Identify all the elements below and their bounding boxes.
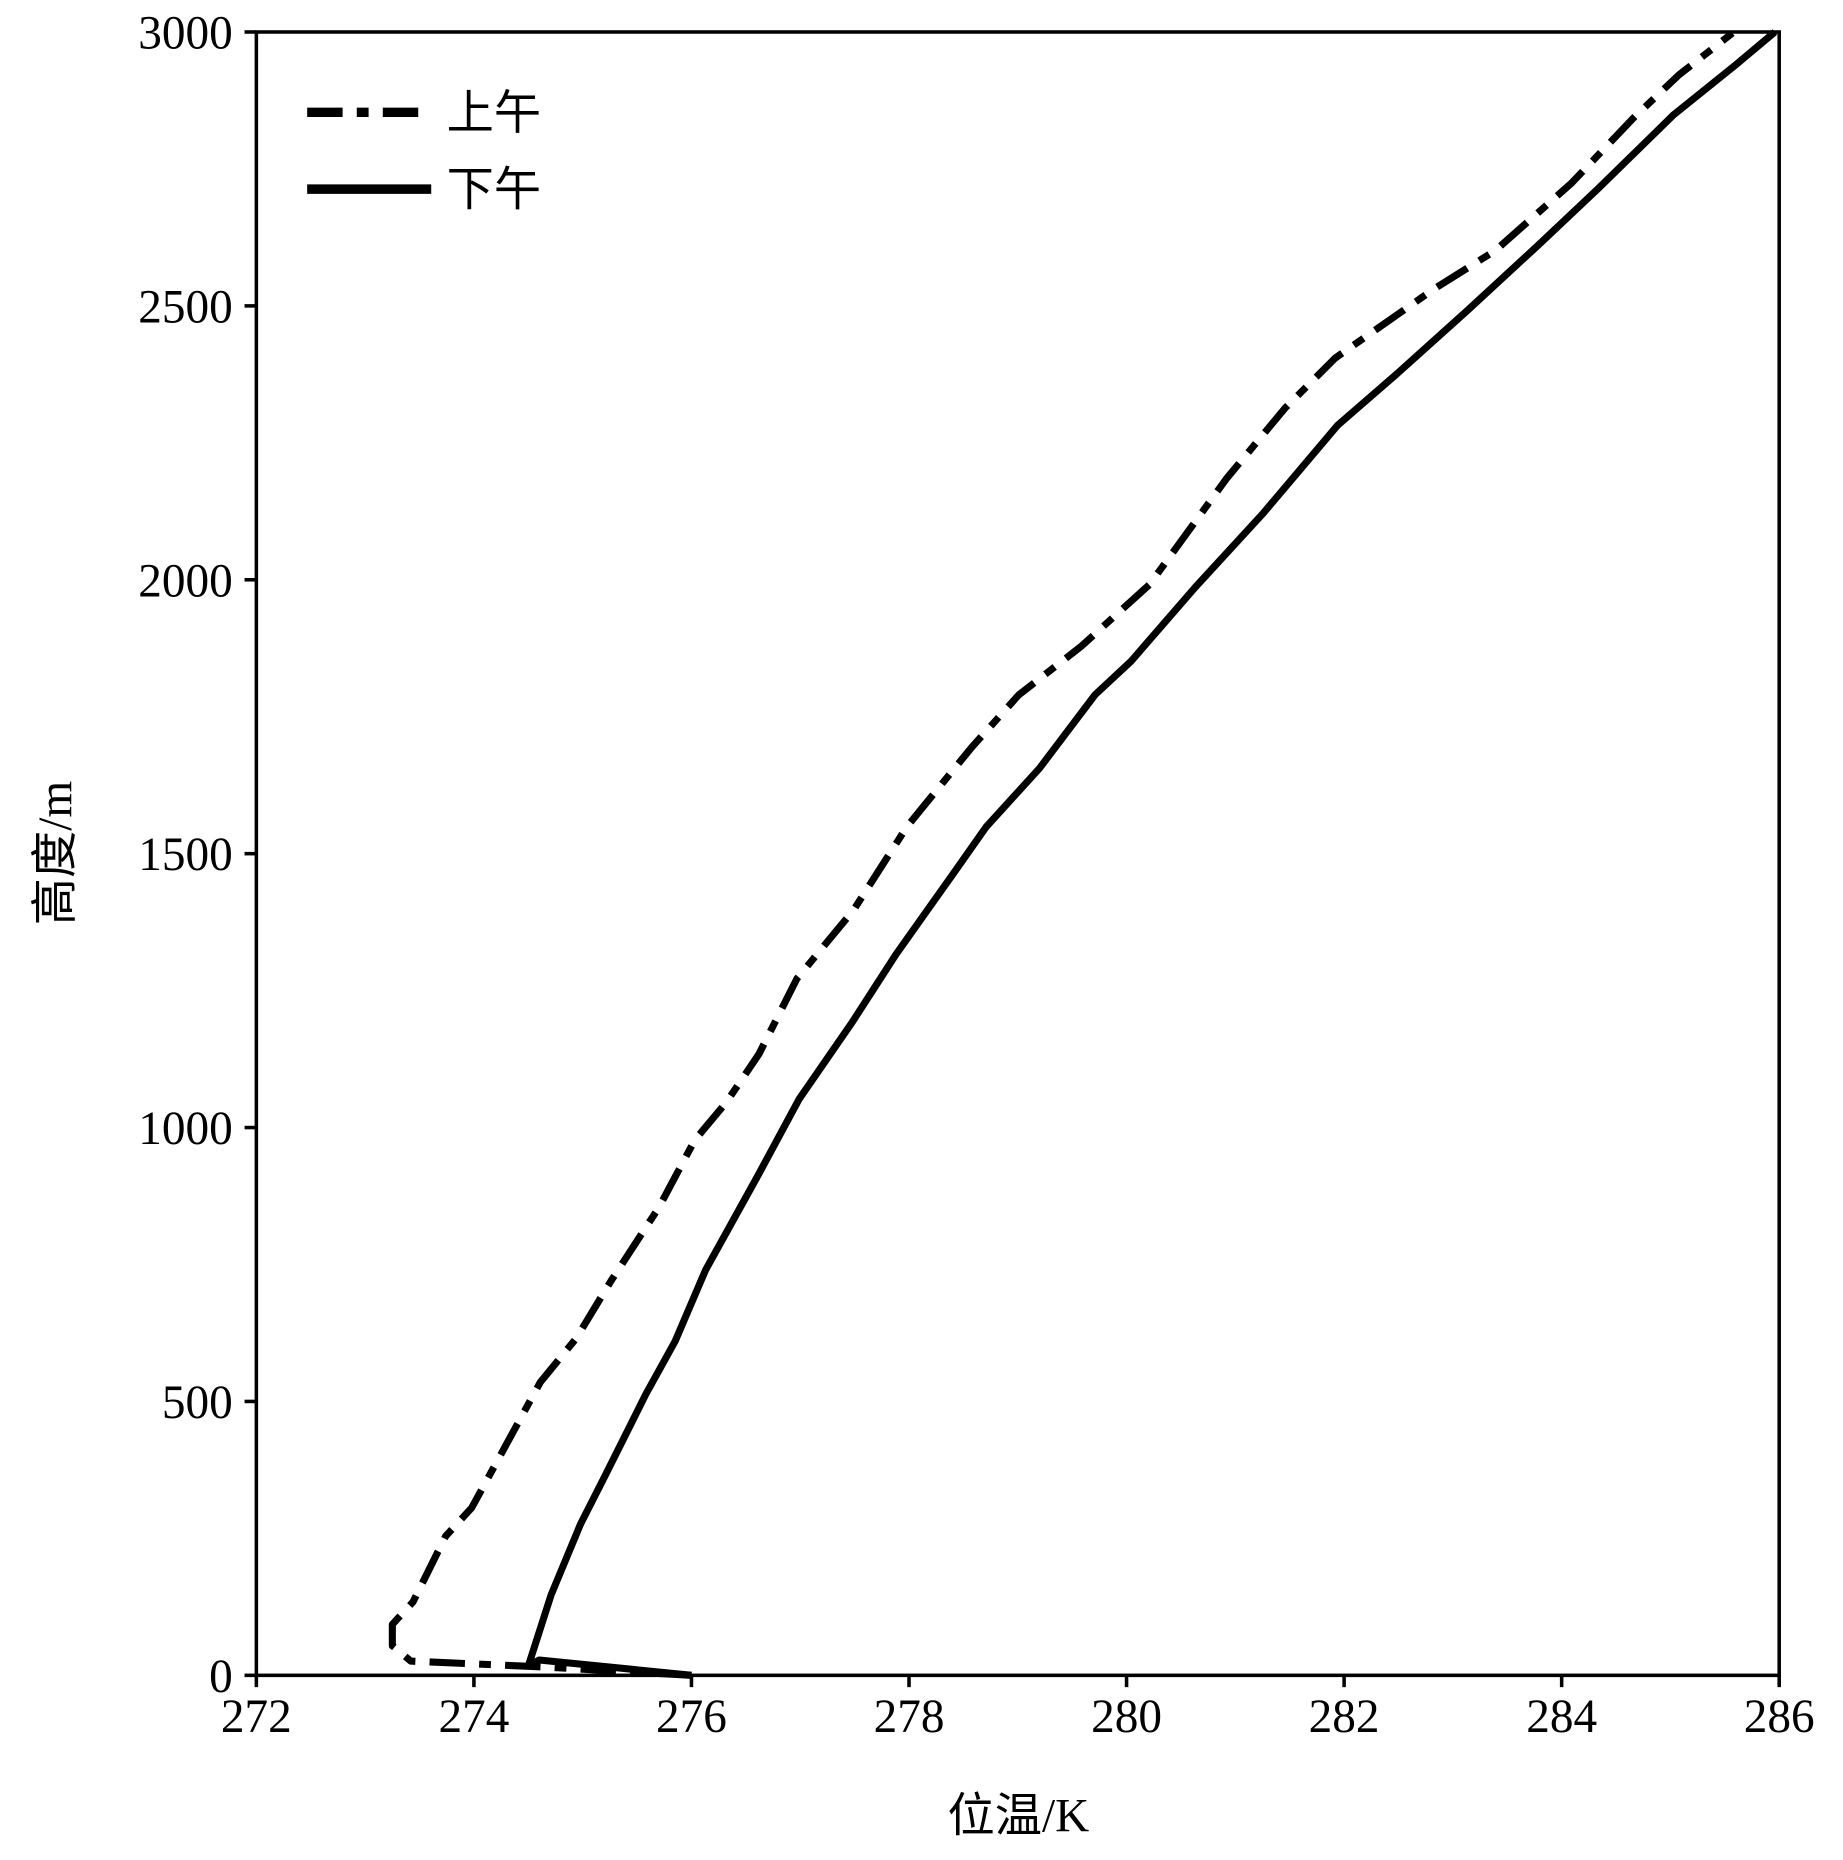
x-tick-label: 284 bbox=[1526, 1691, 1597, 1743]
line-series bbox=[524, 29, 1778, 1679]
y-tick-label: 1000 bbox=[138, 1103, 233, 1155]
y-tick-label: 1500 bbox=[138, 829, 233, 881]
x-tick-label: 280 bbox=[1091, 1691, 1162, 1743]
x-tick-label: 282 bbox=[1309, 1691, 1380, 1743]
legend-label: 下午 bbox=[447, 165, 542, 217]
x-tick-label: 278 bbox=[874, 1691, 945, 1743]
line-series bbox=[388, 30, 1735, 1679]
y-tick-label: 0 bbox=[209, 1651, 233, 1703]
legend-label: 上午 bbox=[447, 88, 542, 140]
y-tick-label: 2500 bbox=[138, 281, 233, 333]
y-axis-label: 高度/m bbox=[30, 781, 82, 926]
x-tick-label: 276 bbox=[656, 1691, 727, 1743]
plot-frame bbox=[254, 30, 1781, 1678]
y-tick-label: 2000 bbox=[138, 555, 233, 607]
y-tick-label: 500 bbox=[162, 1377, 233, 1429]
x-axis-label: 位温/K bbox=[947, 1790, 1089, 1842]
x-tick-label: 272 bbox=[221, 1691, 292, 1743]
y-tick-label: 3000 bbox=[138, 8, 233, 60]
x-tick-label: 286 bbox=[1744, 1691, 1815, 1743]
x-tick-label: 274 bbox=[438, 1691, 509, 1743]
